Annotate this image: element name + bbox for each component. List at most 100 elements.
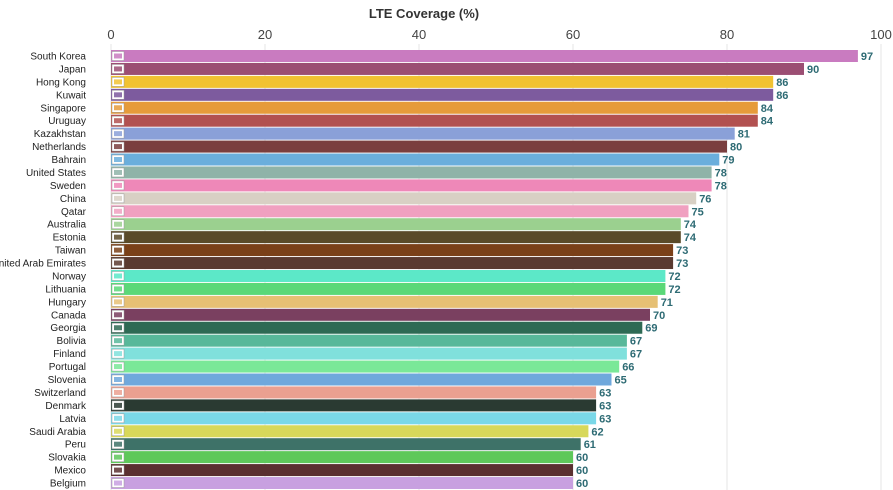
peru-flag-icon — [111, 439, 125, 449]
bar — [111, 179, 712, 192]
category-label: Lithuania — [45, 284, 86, 295]
value-label: 61 — [584, 439, 596, 451]
category-label: Qatar — [61, 207, 87, 218]
value-label: 65 — [615, 375, 627, 387]
x-tick-label: 40 — [412, 27, 426, 42]
category-label: Slovenia — [48, 375, 87, 386]
value-label: 60 — [576, 452, 588, 464]
bar — [111, 386, 597, 399]
value-label: 81 — [738, 129, 750, 141]
bar — [111, 244, 674, 257]
category-label: Norway — [52, 271, 86, 282]
value-label: 63 — [599, 400, 611, 412]
value-label: 72 — [668, 271, 680, 283]
category-label: Belgium — [50, 479, 86, 490]
category-label: Japan — [59, 64, 86, 75]
singapore-flag-icon — [111, 103, 125, 113]
mexico-flag-icon — [111, 465, 125, 475]
bar — [111, 192, 697, 205]
value-label: 63 — [599, 413, 611, 425]
category-label: Taiwan — [55, 246, 86, 257]
slovenia-flag-icon — [111, 374, 125, 385]
bar — [111, 438, 581, 451]
slovakia-flag-icon — [111, 452, 125, 462]
value-label: 67 — [630, 336, 642, 348]
bar — [111, 308, 650, 321]
japan-flag-icon — [111, 64, 125, 74]
lithuania-flag-icon — [111, 284, 125, 294]
category-label: Bolivia — [57, 336, 87, 347]
sweden-flag-icon — [111, 180, 125, 191]
finland-flag-icon — [111, 348, 125, 359]
category-label: United States — [26, 168, 86, 179]
value-label: 73 — [676, 258, 688, 270]
value-label: 97 — [861, 51, 873, 63]
category-label: Sweden — [50, 181, 86, 192]
bar — [111, 62, 804, 75]
value-label: 62 — [591, 426, 603, 438]
category-label: Netherlands — [32, 142, 86, 153]
flags — [111, 51, 125, 488]
category-label: Saudi Arabia — [29, 427, 86, 438]
switzerland-flag-icon — [111, 387, 125, 398]
value-label: 75 — [692, 206, 704, 218]
bar — [111, 88, 774, 101]
belgium-flag-icon — [111, 478, 125, 488]
bolivia-flag-icon — [111, 335, 125, 346]
united-arab-emirates-flag-icon — [111, 258, 125, 268]
bar — [111, 231, 681, 244]
value-label: 74 — [684, 232, 697, 244]
value-label: 66 — [622, 362, 634, 374]
x-tick-label: 60 — [566, 27, 580, 42]
latvia-flag-icon — [111, 413, 125, 424]
value-label: 70 — [653, 310, 665, 322]
category-label: Estonia — [53, 233, 87, 244]
bar — [111, 101, 758, 114]
china-flag-icon — [111, 193, 125, 204]
category-label: Mexico — [54, 466, 86, 477]
category-label: Canada — [51, 310, 86, 321]
value-label: 80 — [730, 142, 742, 154]
value-label: 71 — [661, 297, 673, 309]
bar — [111, 50, 858, 62]
bar — [111, 464, 573, 477]
category-label: Hong Kong — [36, 77, 86, 88]
category-label: United Arab Emirates — [0, 259, 86, 270]
bar — [111, 451, 573, 464]
kuwait-flag-icon — [111, 90, 125, 100]
x-tick-label: 100 — [870, 27, 892, 42]
uruguay-flag-icon — [111, 115, 125, 126]
x-tick-label: 0 — [107, 27, 114, 42]
category-label: Kazakhstan — [34, 129, 86, 140]
bars — [111, 50, 858, 490]
x-tick-label: 20 — [258, 27, 272, 42]
value-label: 90 — [807, 64, 819, 76]
kazakhstan-flag-icon — [111, 128, 125, 139]
netherlands-flag-icon — [111, 141, 125, 152]
bar — [111, 114, 758, 127]
bahrain-flag-icon — [111, 154, 125, 165]
value-label: 79 — [722, 155, 734, 167]
qatar-flag-icon — [111, 206, 125, 217]
denmark-flag-icon — [111, 400, 125, 411]
estonia-flag-icon — [111, 232, 125, 242]
bar — [111, 373, 612, 386]
bar — [111, 425, 589, 438]
value-label: 72 — [668, 284, 680, 296]
bar — [111, 140, 727, 153]
bar — [111, 269, 666, 282]
bar — [111, 218, 681, 231]
norway-flag-icon — [111, 271, 125, 281]
category-label: Finland — [53, 349, 86, 360]
value-label: 74 — [684, 219, 697, 231]
chart-title: LTE Coverage (%) — [369, 6, 479, 21]
category-label: Latvia — [59, 414, 86, 425]
bar — [111, 412, 597, 425]
bar — [111, 75, 774, 88]
value-label: 73 — [676, 245, 688, 257]
category-label: Peru — [65, 440, 86, 451]
value-label: 78 — [715, 180, 727, 192]
bar — [111, 295, 658, 308]
category-label: Denmark — [45, 401, 87, 412]
